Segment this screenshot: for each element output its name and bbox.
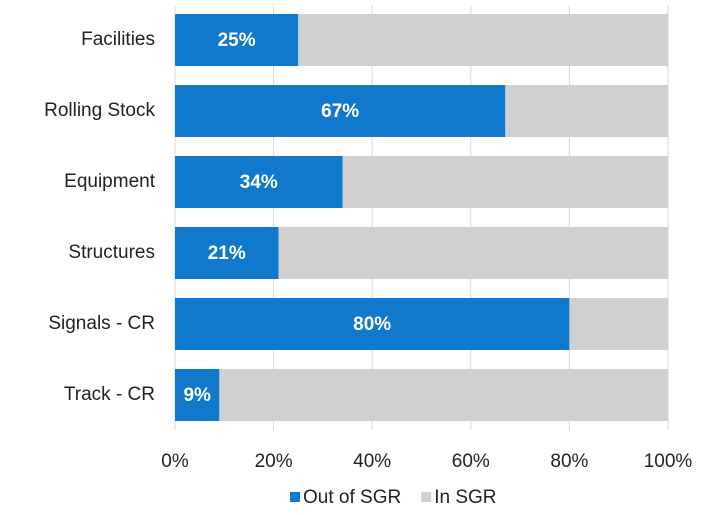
legend-swatch: [421, 492, 432, 502]
x-tick-label: 0%: [161, 451, 189, 472]
x-tick-label: 60%: [452, 451, 490, 472]
bar-segment: [569, 298, 668, 350]
bar-segment: [175, 369, 220, 421]
x-tick-label: 40%: [353, 451, 391, 472]
bar-segment: [505, 85, 668, 137]
bar-segment: [175, 156, 343, 208]
legend-label: In SGR: [434, 487, 496, 508]
data-label: 34%: [240, 172, 278, 193]
bar-segment: [175, 14, 299, 66]
y-tick-label: Signals - CR: [48, 313, 155, 334]
bar-segment: [175, 227, 279, 279]
x-tick-label: 80%: [550, 451, 588, 472]
bar-segment: [298, 14, 668, 66]
bar-segment: [342, 156, 668, 208]
bar-segment: [219, 369, 668, 421]
legend-swatch: [290, 492, 300, 502]
data-label: 25%: [218, 30, 256, 51]
bar-segment: [278, 227, 668, 279]
legend-label: Out of SGR: [303, 487, 401, 508]
bar-segment: [175, 298, 570, 350]
data-label: 80%: [353, 314, 391, 335]
data-label: 21%: [208, 243, 246, 264]
data-label: 9%: [183, 385, 211, 406]
y-tick-label: Track - CR: [64, 384, 155, 405]
y-tick-label: Structures: [68, 242, 155, 263]
data-label: 67%: [321, 101, 359, 122]
y-tick-label: Rolling Stock: [44, 100, 155, 121]
y-tick-label: Facilities: [81, 29, 155, 50]
x-tick-label: 100%: [644, 451, 693, 472]
bar-segment: [175, 85, 506, 137]
x-tick-label: 20%: [255, 451, 293, 472]
y-tick-label: Equipment: [64, 171, 156, 192]
